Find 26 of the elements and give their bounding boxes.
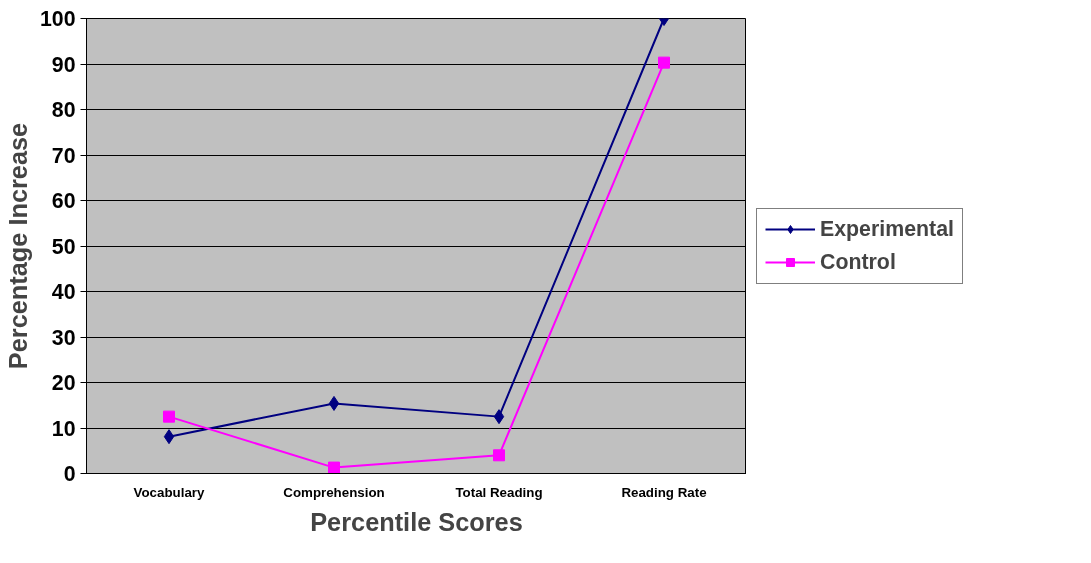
y-tick-label: 20 (51, 371, 76, 395)
y-tick-label: 50 (51, 234, 76, 259)
y-tick-label: 0 (63, 462, 76, 486)
y-tick-label: 70 (51, 143, 76, 168)
x-tick-label: Vocabulary (133, 484, 206, 500)
y-tick-label: 30 (51, 325, 76, 350)
point (493, 449, 505, 462)
y-tick-label: 60 (51, 189, 76, 213)
y-tick-label: 80 (51, 98, 76, 122)
point (658, 56, 670, 69)
x-tick-label: Reading Rate (621, 484, 707, 500)
point (163, 410, 175, 423)
y-tick-label: 10 (51, 416, 76, 441)
x-axis-title: Percentile Scores (310, 507, 523, 536)
x-tick-label: Total Reading (455, 484, 543, 500)
y-tick-label: 40 (51, 280, 76, 304)
point (328, 461, 340, 474)
legend-label: Experimental (820, 216, 954, 242)
x-tick-label: Comprehension (283, 484, 385, 500)
point (328, 395, 340, 411)
point (493, 409, 505, 425)
y-tick-label: 90 (51, 52, 76, 77)
legend-label: Control (820, 249, 896, 275)
point (163, 429, 175, 445)
y-tick-label: 100 (39, 7, 76, 31)
y-axis-title: Percentage Increase (3, 122, 32, 370)
